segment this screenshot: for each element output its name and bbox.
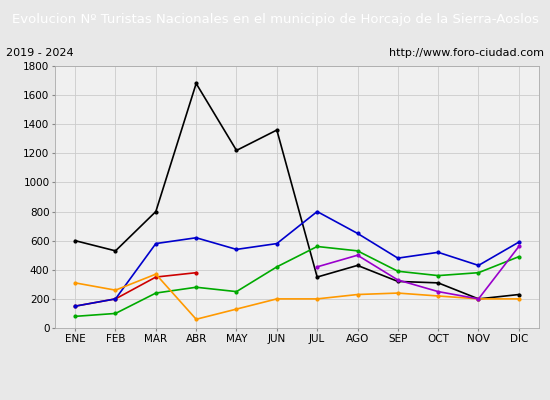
Text: http://www.foro-ciudad.com: http://www.foro-ciudad.com [389,48,544,58]
Text: 2019 - 2024: 2019 - 2024 [6,48,73,58]
Text: Evolucion Nº Turistas Nacionales en el municipio de Horcajo de la Sierra-Aoslos: Evolucion Nº Turistas Nacionales en el m… [12,14,538,26]
